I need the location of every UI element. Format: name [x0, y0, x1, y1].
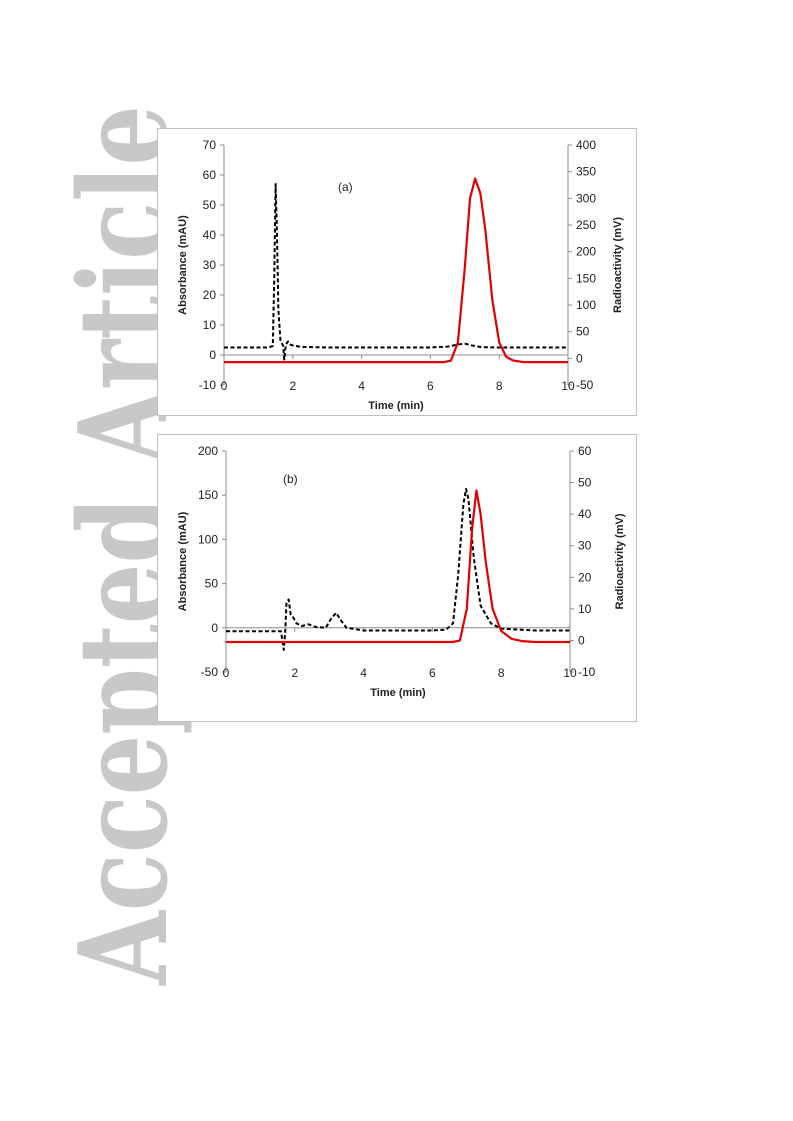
- y-tick-label: 50: [203, 198, 217, 212]
- y2-axis-title: Radioactivity (mV): [614, 513, 626, 609]
- y-tick-label: 150: [198, 488, 218, 502]
- x-tick-label: 0: [223, 666, 230, 680]
- x-tick-label: 0: [221, 379, 228, 393]
- y-tick-label: 100: [198, 532, 218, 546]
- y2-tick-label: 20: [578, 570, 592, 584]
- y2-tick-label: -10: [578, 665, 596, 679]
- panel-annotation: (a): [338, 180, 353, 194]
- x-axis-title: Time (min): [370, 687, 426, 699]
- y-tick-label: -10: [199, 378, 217, 392]
- y2-tick-label: 50: [578, 476, 592, 490]
- y-tick-label: 70: [203, 138, 217, 152]
- y2-tick-label: 200: [576, 245, 596, 259]
- x-tick-label: 2: [291, 666, 298, 680]
- y-tick-label: 30: [203, 258, 217, 272]
- chart-panel-a: -10 0 10 20 30 40 50 60 70 -50 0 50 100 150 200 250 300 3…: [157, 128, 637, 416]
- y-tick-label: 10: [203, 318, 217, 332]
- panel-annotation: (b): [283, 472, 298, 486]
- y-tick-label: 200: [198, 444, 218, 458]
- x-tick-label: 4: [360, 666, 367, 680]
- x-axis-title: Time (min): [368, 400, 424, 412]
- x-tick-label: 2: [289, 379, 296, 393]
- y2-tick-label: 400: [576, 138, 596, 152]
- y2-tick-label: 0: [578, 633, 585, 647]
- chromatogram-b: -50 0 50 100 150 200 -10 0 10 20 30 40 50 60 0 2 4 6 8 10 Ti…: [177, 444, 626, 699]
- y2-tick-label: 150: [576, 271, 596, 285]
- y2-tick-label: 300: [576, 191, 596, 205]
- x-tick-label: 10: [561, 379, 575, 393]
- y-tick-label: 0: [211, 621, 218, 635]
- chart-panel-b: -50 0 50 100 150 200 -10 0 10 20 30 40 50 60 0 2 4 6 8 10 Ti…: [157, 434, 637, 722]
- chromatogram-a: -10010203040506070-500501001502002503003…: [177, 138, 624, 412]
- y2-tick-label: 350: [576, 165, 596, 179]
- radioactivity-series-line: [226, 489, 570, 644]
- y-axis-title: Absorbance (mAU): [177, 511, 189, 611]
- y-tick-label: 20: [203, 288, 217, 302]
- radioactivity-series-line: [224, 177, 568, 364]
- x-tick-label: 8: [496, 379, 503, 393]
- y2-tick-label: -50: [576, 378, 594, 392]
- y2-tick-label: 30: [578, 539, 592, 553]
- y2-tick-label: 60: [578, 444, 592, 458]
- y2-tick-label: 50: [576, 325, 590, 339]
- y-tick-label: 50: [205, 577, 219, 591]
- y-tick-label: 0: [209, 348, 216, 362]
- x-tick-label: 6: [429, 666, 436, 680]
- y-axis-title: Absorbance (mAU): [177, 215, 189, 315]
- x-tick-label: 6: [427, 379, 434, 393]
- x-tick-label: 4: [358, 379, 365, 393]
- y2-tick-label: 40: [578, 507, 592, 521]
- y2-tick-label: 100: [576, 298, 596, 312]
- y-tick-label: 60: [203, 168, 217, 182]
- absorbance-series-line: [226, 488, 570, 651]
- y2-tick-label: 0: [576, 351, 583, 365]
- y-tick-label: 40: [203, 228, 217, 242]
- y2-axis-title: Radioactivity (mV): [612, 217, 624, 313]
- absorbance-series-line: [224, 183, 568, 361]
- y2-tick-label: 10: [578, 602, 592, 616]
- x-tick-label: 10: [563, 666, 577, 680]
- x-tick-label: 8: [498, 666, 505, 680]
- y2-tick-label: 250: [576, 218, 596, 232]
- y-tick-label: -50: [201, 665, 219, 679]
